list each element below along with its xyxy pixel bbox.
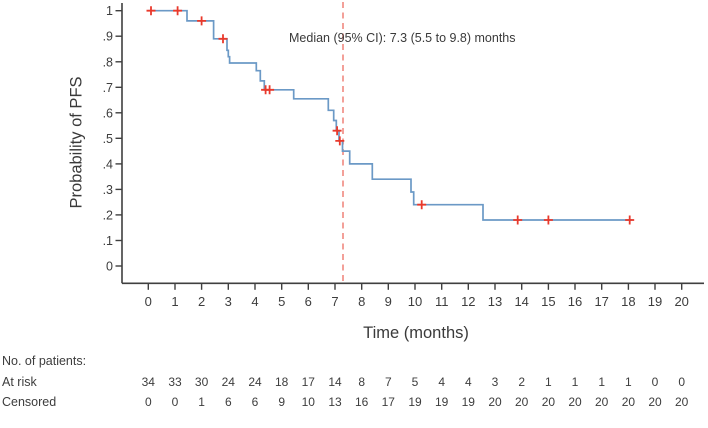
censored-values: 0 0 1 6 6 9 10 13 16 17 19 19 19 20 20 20 20 20 20 20 20 xyxy=(0,395,708,411)
x-tick-label: 1 xyxy=(171,294,178,309)
x-tick-label: 14 xyxy=(514,294,528,309)
censored-count: 17 xyxy=(381,395,395,409)
at-risk-count: 33 xyxy=(168,375,182,389)
y-tick-label: 0 xyxy=(106,260,113,274)
at-risk-count: 1 xyxy=(598,375,606,389)
censor-mark xyxy=(625,215,635,225)
risk-table-header: No. of patients: xyxy=(2,354,87,368)
censored-count: 1 xyxy=(198,395,205,409)
censor-mark xyxy=(146,6,156,16)
at-risk-count: 0 xyxy=(651,375,659,389)
x-tick-label: 19 xyxy=(648,294,662,309)
censored-count: 19 xyxy=(461,395,475,409)
at-risk-count: 30 xyxy=(194,375,209,389)
at-risk-count: 14 xyxy=(328,375,342,389)
median-annotation: Median (95% CI): 7.3 (5.5 to 9.8) months xyxy=(289,31,516,45)
x-tick-label: 3 xyxy=(225,294,232,309)
censor-mark xyxy=(417,200,427,210)
x-tick-label: 9 xyxy=(385,294,392,309)
censored-count: 6 xyxy=(224,395,232,409)
censor-mark xyxy=(513,215,523,225)
at-risk-count: 24 xyxy=(248,375,262,389)
censored-count: 9 xyxy=(278,395,286,409)
at-risk-row: At risk 34 33 30 24 24 18 17 14 8 7 5 4 4 3 2 1 1 1 1 0 0 xyxy=(0,375,708,391)
at-risk-count: 1 xyxy=(571,375,579,389)
censor-mark xyxy=(335,136,345,146)
at-risk-count: 24 xyxy=(221,375,235,389)
at-risk-count: 5 xyxy=(411,375,419,389)
at-risk-count: 18 xyxy=(275,375,289,389)
y-tick-label: .2 xyxy=(103,208,113,222)
censored-row: Censored 0 0 1 6 6 9 10 13 16 17 19 19 19 20 20 20 20 20 2… xyxy=(0,395,708,411)
x-tick-label: 10 xyxy=(408,294,422,309)
at-risk-count: 3 xyxy=(491,375,499,389)
censored-count: 0 xyxy=(144,395,152,409)
at-risk-count: 1 xyxy=(545,375,552,389)
censored-count: 10 xyxy=(301,395,315,409)
censored-count: 19 xyxy=(408,395,422,409)
censor-mark xyxy=(197,16,207,26)
x-tick-label: 20 xyxy=(674,294,688,309)
censored-count: 0 xyxy=(171,395,179,409)
censor-mark xyxy=(332,126,342,136)
at-risk-row-label: At risk xyxy=(2,375,37,389)
censored-count: 20 xyxy=(488,395,502,409)
at-risk-count: 34 xyxy=(141,375,155,389)
x-axis-title: Time (months) xyxy=(363,324,469,342)
x-tick-label: 7 xyxy=(331,294,338,309)
at-risk-count: 0 xyxy=(678,375,686,389)
censored-count: 6 xyxy=(251,395,259,409)
x-tick-label: 18 xyxy=(621,294,635,309)
censored-count: 13 xyxy=(328,395,342,409)
x-tick-label: 15 xyxy=(541,294,555,309)
censored-count: 19 xyxy=(435,395,449,409)
y-tick-label: .6 xyxy=(103,106,113,120)
y-tick-label: .5 xyxy=(103,132,113,146)
x-tick-label: 4 xyxy=(251,294,258,309)
at-risk-count: 2 xyxy=(518,375,526,389)
x-tick-label: 0 xyxy=(145,294,152,309)
censored-count: 20 xyxy=(648,395,662,409)
censor-mark xyxy=(173,6,183,16)
y-tick-label: .8 xyxy=(103,55,113,69)
y-tick-label: .7 xyxy=(103,81,113,95)
x-tick-label: 11 xyxy=(435,294,449,309)
x-tick-label: 12 xyxy=(461,294,475,309)
at-risk-count: 7 xyxy=(384,375,392,389)
censor-mark xyxy=(218,34,228,44)
y-axis-title: Probability of PFS xyxy=(67,76,86,209)
censored-count: 20 xyxy=(675,395,689,409)
at-risk-values: 34 33 30 24 24 18 17 14 8 7 5 4 4 3 2 1 1 1 1 0 0 xyxy=(0,375,708,391)
x-tick-label: 13 xyxy=(488,294,502,309)
x-tick-label: 5 xyxy=(278,294,285,309)
x-tick-label: 17 xyxy=(594,294,608,309)
x-tick-label: 8 xyxy=(358,294,365,309)
x-tick-label: 16 xyxy=(568,294,582,309)
censored-row-label: Censored xyxy=(2,395,57,409)
censored-count: 16 xyxy=(355,395,369,409)
y-tick-label: 1 xyxy=(106,4,113,18)
censored-count: 20 xyxy=(541,395,556,409)
x-tick-label: 6 xyxy=(305,294,312,309)
km-plot-canvas: 1.9.8.7.6.5.4.3.2.100 1 2 3 4 5 6 7 8 9 10 11 12 13 14… xyxy=(103,2,704,309)
at-risk-count: 4 xyxy=(438,375,446,389)
censored-count: 20 xyxy=(621,395,636,409)
km-curve xyxy=(148,9,633,221)
censor-mark xyxy=(543,215,553,225)
x-tick-label: 2 xyxy=(198,294,205,309)
censored-count: 20 xyxy=(515,395,529,409)
y-tick-label: .4 xyxy=(103,157,113,171)
at-risk-count: 17 xyxy=(301,375,315,389)
y-tick-label: .1 xyxy=(103,234,113,248)
censored-count: 20 xyxy=(595,395,609,409)
at-risk-count: 1 xyxy=(625,375,632,389)
y-tick-label: .3 xyxy=(103,183,113,197)
censored-count: 20 xyxy=(568,395,582,409)
at-risk-count: 8 xyxy=(358,375,366,389)
y-tick-label: .9 xyxy=(103,30,113,44)
censor-mark xyxy=(265,85,275,95)
at-risk-count: 4 xyxy=(464,375,472,389)
